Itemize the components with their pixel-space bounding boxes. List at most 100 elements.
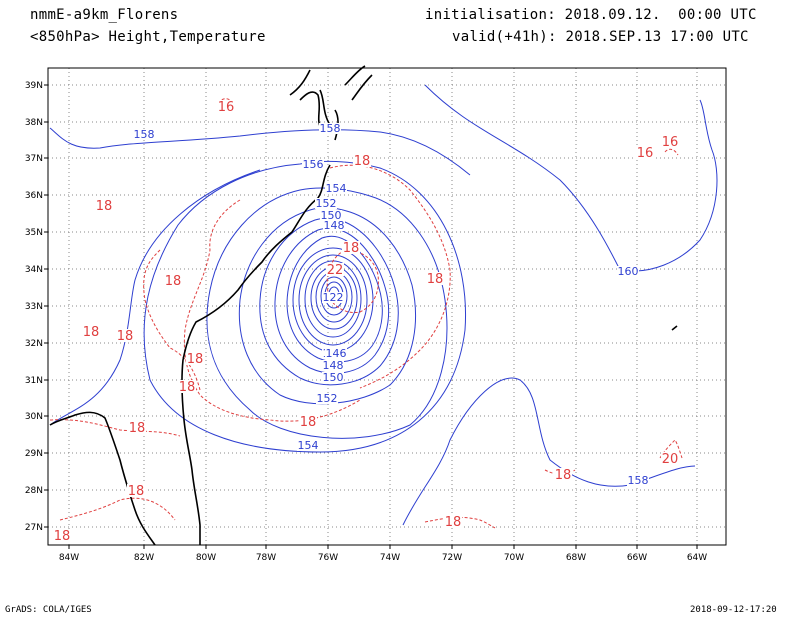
footer-timestamp: 2018-09-12-17:20	[690, 605, 777, 615]
height-labels: 1581581561541521501481461221461481501521…	[133, 122, 649, 487]
temperature-label-bg	[127, 484, 145, 497]
height-label: 146	[326, 347, 347, 360]
init-time: initialisation: 2018.09.12. 00:00 UTC	[425, 7, 757, 23]
lat-label: 27N	[25, 523, 43, 533]
lat-label: 33N	[25, 302, 43, 312]
lon-label: 66W	[627, 553, 647, 563]
height-contours	[49, 84, 718, 526]
lon-label: 64W	[687, 553, 707, 563]
temperature-contour-18-coast	[49, 419, 181, 437]
temperature-label: 16	[218, 100, 235, 115]
temperature-label-bg	[116, 329, 134, 342]
height-contour-158-southeast	[402, 377, 696, 526]
temperature-contour-18-north	[329, 164, 451, 389]
temperature-label-bg	[661, 135, 679, 148]
temperature-label: 18	[427, 272, 444, 287]
lat-label: 36N	[25, 191, 43, 201]
height-label-bg	[320, 210, 342, 221]
temperature-contour-18-southeast	[424, 516, 496, 529]
map-grid	[48, 68, 726, 545]
temperature-labels: 16 16 16 18 18 18 18 18 18 18 18 18 18 18 18 18 18 18 20 22	[53, 100, 679, 544]
temperature-label-bg	[326, 263, 344, 276]
height-label-bg	[325, 183, 347, 194]
temperature-contour-18-gulf	[143, 249, 201, 391]
temperature-label: 18	[300, 415, 317, 430]
temperature-label-bg	[82, 325, 100, 338]
lat-label: 32N	[25, 339, 43, 349]
lat-label: 29N	[25, 449, 43, 459]
temperature-label: 20	[662, 452, 679, 467]
lat-label: 35N	[25, 228, 43, 238]
delmarva	[344, 65, 373, 101]
temperature-label: 18	[129, 421, 146, 436]
temperature-label-bg	[186, 352, 204, 365]
height-label: 160	[618, 265, 639, 278]
height-contour-158-south	[49, 169, 261, 426]
temperature-contour-16-northeast	[664, 148, 679, 156]
coastline	[49, 65, 678, 546]
temperature-label: 18	[117, 329, 134, 344]
temperature-label-bg	[164, 274, 182, 287]
temperature-label: 18	[128, 484, 145, 499]
height-label: 122	[323, 291, 344, 304]
lon-label: 68W	[566, 553, 586, 563]
temperature-label: 18	[343, 241, 360, 256]
lon-label: 72W	[442, 553, 462, 563]
height-label-bg	[322, 360, 344, 371]
height-label: 158	[134, 128, 155, 141]
temperature-label-bg	[178, 380, 196, 393]
temperature-label: 18	[445, 515, 462, 530]
height-label-bg	[627, 475, 649, 486]
height-label: 152	[316, 197, 337, 210]
temperature-label: 18	[83, 325, 100, 340]
height-label: 158	[320, 122, 341, 135]
height-label: 154	[326, 182, 347, 195]
temperature-label-bg	[353, 154, 371, 167]
lat-label: 37N	[25, 154, 43, 164]
lon-label: 80W	[196, 553, 216, 563]
footer-credit: GrADS: COLA/IGES	[5, 605, 92, 615]
longitude-labels: 84W 82W 80W 78W 76W 74W 72W 70W 68W 66W 64W	[59, 545, 707, 563]
field-title: <850hPa> Height,Temperature	[30, 29, 266, 45]
temperature-label-bg	[95, 199, 113, 212]
temperature-label-bg	[299, 415, 317, 428]
temperature-label: 18	[354, 154, 371, 169]
height-contour-146	[286, 235, 383, 363]
lon-label: 74W	[380, 553, 400, 563]
temperature-label: 16	[662, 135, 679, 150]
lon-label: 76W	[318, 553, 338, 563]
lon-label: 78W	[256, 553, 276, 563]
height-label: 148	[323, 359, 344, 372]
height-label-bg	[325, 348, 347, 359]
lat-label: 38N	[25, 118, 43, 128]
temperature-label-bg	[554, 468, 572, 481]
valid-time: valid(+41h): 2018.SEP.13 17:00 UTC	[452, 29, 749, 45]
temperature-contour-18-ring	[326, 249, 379, 314]
height-contour-150	[259, 217, 399, 386]
model-title: nmmE-a9km_Florens	[30, 7, 179, 23]
temperature-label: 18	[96, 199, 113, 214]
us-east-coast	[181, 164, 331, 545]
temperature-label-bg	[217, 100, 235, 113]
height-contour-154	[206, 187, 448, 439]
temperature-label-bg	[444, 515, 462, 528]
lat-label: 28N	[25, 486, 43, 496]
temperature-contour-18-far-east	[659, 439, 683, 459]
height-label-bg	[133, 129, 155, 140]
height-label-bg	[322, 292, 344, 303]
temperature-label: 18	[555, 468, 572, 483]
height-contour-158-east	[424, 84, 718, 272]
lat-label: 39N	[25, 81, 43, 91]
florida-gulf-coast	[49, 411, 156, 546]
height-label: 148	[324, 219, 345, 232]
height-contour-ring-2	[298, 254, 368, 346]
latitude-labels: 39N 38N 37N 36N 35N 34N 33N 32N 31N 30N 29N 28N 27N	[25, 81, 48, 533]
lat-label: 31N	[25, 376, 43, 386]
temperature-label: 16	[637, 146, 654, 161]
temperature-label-bg	[342, 241, 360, 254]
temperature-label: 18	[187, 352, 204, 367]
height-label-bg	[316, 393, 338, 404]
height-label: 152	[317, 392, 338, 405]
height-label: 150	[321, 209, 342, 222]
